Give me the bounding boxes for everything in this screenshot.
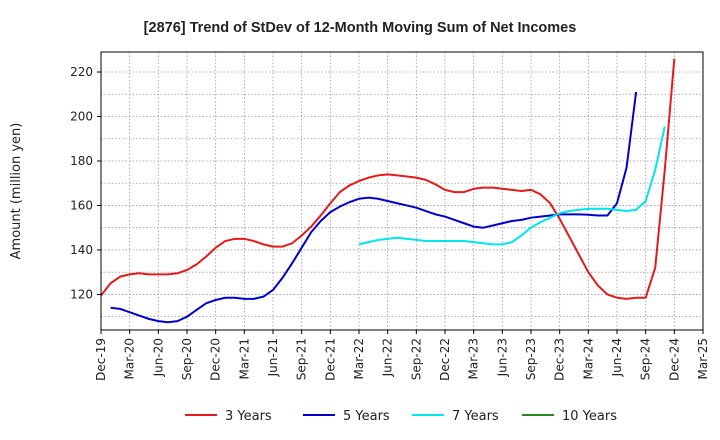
x-tick-label: Dec-19: [94, 338, 108, 381]
x-tick-label: Dec-23: [553, 338, 567, 381]
y-tick-label: 140: [70, 243, 93, 257]
x-tick-label: Mar-22: [352, 338, 366, 379]
y-tick-label: 120: [70, 287, 93, 301]
chart-title: [2876] Trend of StDev of 12-Month Moving…: [144, 20, 577, 36]
x-tick-label: Jun-21: [266, 338, 280, 377]
y-axis-label: Amount (million yen): [9, 123, 24, 260]
y-axis-ticks: 120 140 160 180 200 220: [70, 65, 101, 301]
legend-label: 7 Years: [452, 409, 499, 424]
x-tick-label: Mar-20: [123, 338, 137, 379]
x-tick-label: Mar-23: [467, 338, 481, 379]
grid: [100, 52, 704, 330]
legend-label: 5 Years: [343, 409, 390, 424]
y-tick-label: 180: [70, 154, 93, 168]
x-tick-label: Mar-24: [581, 338, 595, 379]
x-tick-label: Sep-21: [295, 338, 309, 380]
x-tick-label: Jun-24: [610, 338, 624, 377]
x-tick-label: Dec-21: [323, 338, 337, 381]
x-tick-label: Dec-22: [438, 338, 452, 381]
x-tick-label: Dec-24: [667, 338, 681, 381]
legend: 3 Years 5 Years 7 Years 10 Years: [185, 409, 617, 424]
legend-label: 10 Years: [562, 409, 617, 424]
y-tick-label: 160: [70, 198, 93, 212]
x-tick-label: Dec-20: [209, 338, 223, 381]
series-lines: [100, 58, 676, 324]
plot-frame: [100, 51, 704, 331]
series-line-3-years: [100, 58, 676, 300]
x-tick-label: Sep-23: [524, 338, 538, 380]
y-tick-label: 220: [70, 65, 93, 79]
x-tick-label: Jun-22: [381, 338, 395, 377]
x-tick-label: Sep-22: [409, 338, 423, 380]
x-tick-label: Jun-23: [495, 338, 509, 377]
series-line-7-years: [358, 126, 666, 246]
x-tick-label: Sep-20: [180, 338, 194, 380]
x-tick-label: Sep-24: [639, 338, 653, 380]
x-tick-label: Mar-21: [237, 338, 251, 379]
x-tick-label: Jun-20: [151, 338, 165, 377]
x-tick-label: Mar-25: [696, 338, 710, 379]
x-axis-ticks: Dec-19 Mar-20 Jun-20 Sep-20 Dec-20 Mar-21 Jun-…: [94, 330, 710, 381]
y-tick-label: 200: [70, 109, 93, 123]
series-line-5-years: [110, 91, 638, 324]
legend-label: 3 Years: [225, 409, 272, 424]
